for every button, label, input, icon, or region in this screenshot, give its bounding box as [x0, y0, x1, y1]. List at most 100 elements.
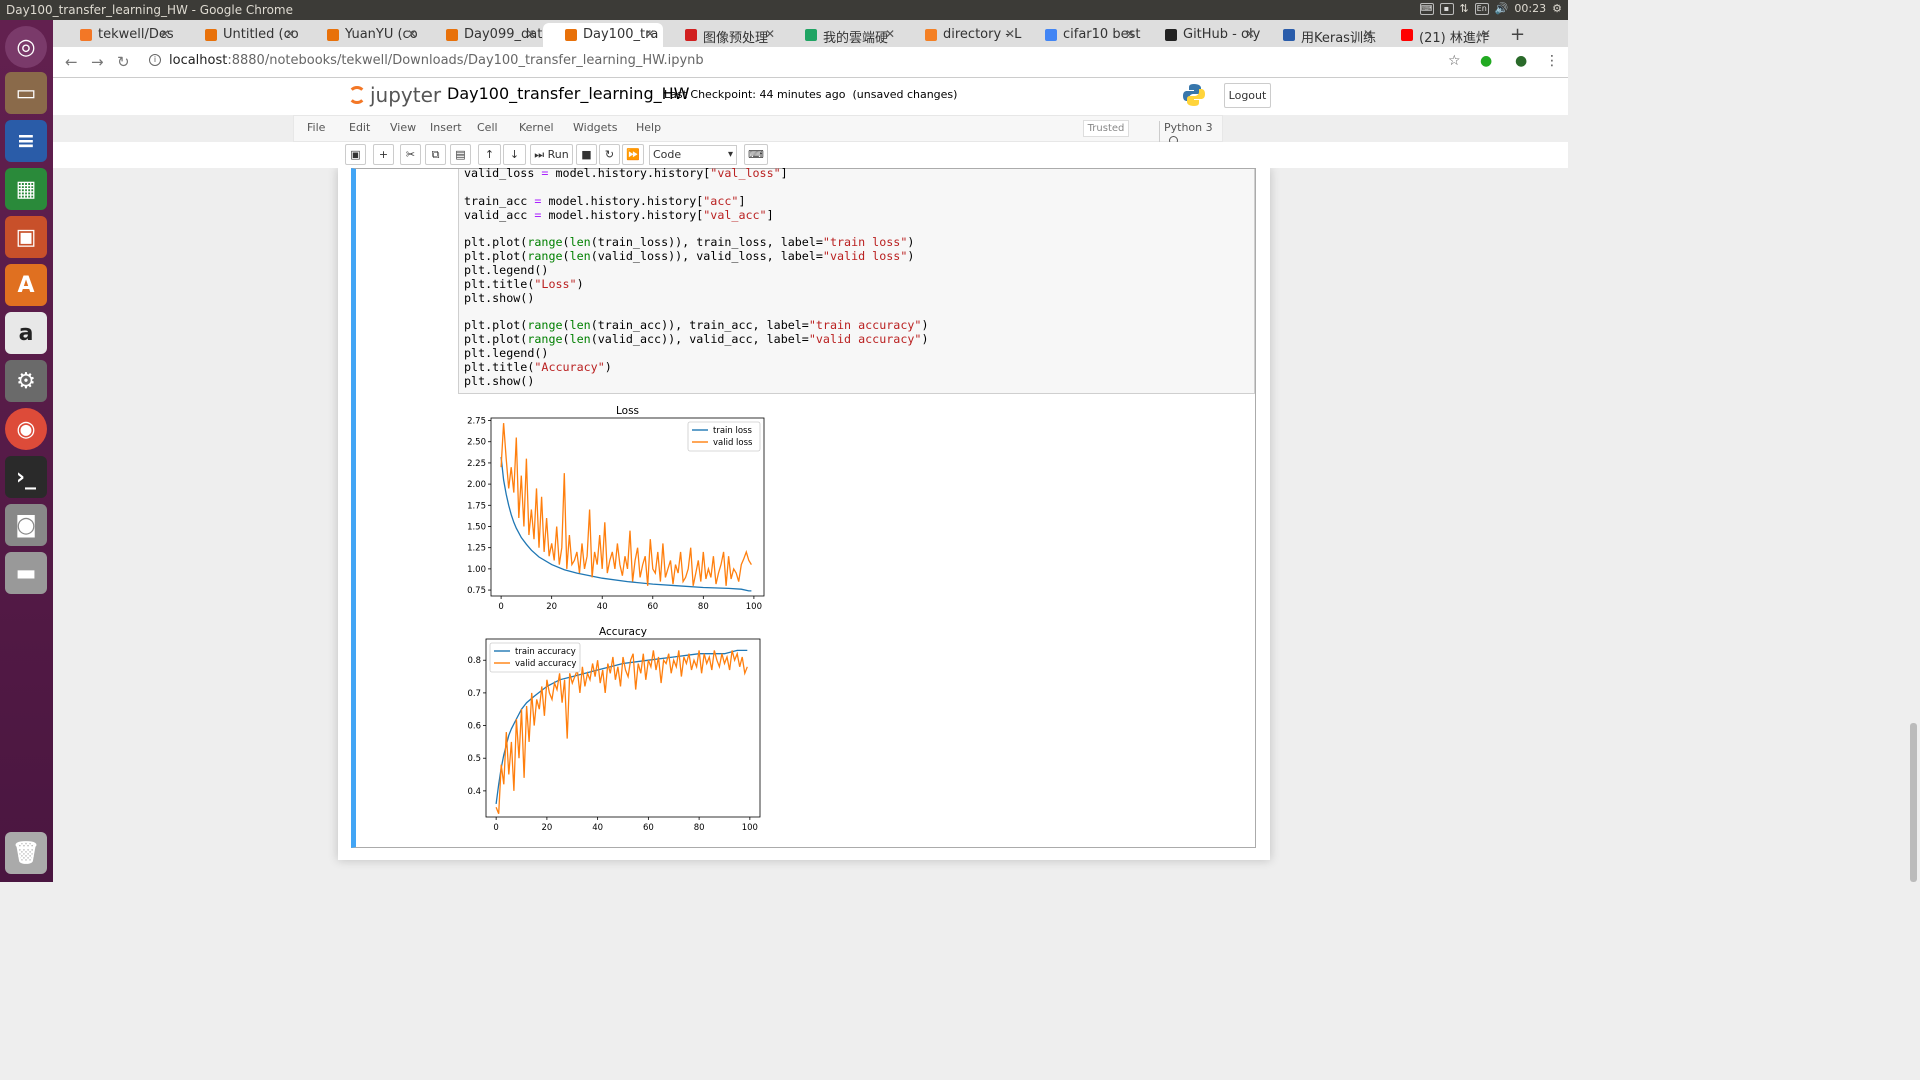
y-tick-label: 0.8 [467, 656, 481, 666]
tab-close-icon[interactable]: ✕ [159, 27, 170, 41]
code-line: plt.plot(range(len(valid_acc)), valid_ac… [464, 332, 929, 347]
clock[interactable]: 00:23 [1514, 2, 1547, 15]
jupyter-toolbar: ▣ + ✂ ⧉ ▤ ↑ ↓ ⏭ Run ■ ↻ ⏩ Code ⌨ [53, 142, 1568, 168]
new-tab-button[interactable]: + [1510, 24, 1526, 45]
tab-close-icon[interactable]: ✕ [406, 27, 417, 41]
tab-close-icon[interactable]: ✕ [1124, 27, 1135, 41]
code-line: train_acc = model.history.history["acc"] [464, 193, 746, 208]
chrome-icon[interactable]: ◉ [5, 408, 47, 450]
chrome-menu-icon[interactable]: ⋮ [1545, 53, 1559, 69]
url-text[interactable]: localhost:8880/notebooks/tekwell/Downloa… [169, 53, 704, 68]
menu-insert[interactable]: Insert [430, 121, 462, 134]
tab-9[interactable]: cifar10 best ✕ [1023, 23, 1143, 47]
writer-icon[interactable]: ≡ [5, 120, 47, 162]
y-tick-label: 0.7 [467, 689, 481, 699]
menu-file[interactable]: File [307, 121, 326, 134]
save-button[interactable]: ▣ [345, 144, 366, 165]
insert-cell-button[interactable]: + [373, 144, 394, 165]
tab-close-icon[interactable]: ✕ [1004, 27, 1015, 41]
ubuntu-dash-icon[interactable]: ◎ [5, 26, 47, 68]
operator: = [534, 207, 542, 222]
copy-button[interactable]: ⧉ [425, 144, 446, 165]
network-icon[interactable]: ⇅ [1459, 2, 1469, 15]
tab-1[interactable]: tekwell/Des ✕ [58, 23, 178, 47]
tab-2[interactable]: Untitled (co ✕ [183, 23, 303, 47]
back-icon[interactable]: ← [65, 53, 78, 71]
forward-icon[interactable]: → [91, 53, 104, 71]
trusted-indicator[interactable]: Trusted [1083, 120, 1129, 137]
code-text[interactable]: valid_loss = model.history.history["val_… [464, 168, 928, 389]
calc-icon[interactable]: ▦ [5, 168, 47, 210]
tab-close-icon[interactable]: ✕ [1244, 27, 1255, 41]
settings-gear-icon[interactable]: ⚙ [1552, 2, 1562, 15]
software-center-icon[interactable]: A [5, 264, 47, 306]
series-line-2 [500, 423, 752, 586]
page-scrollbar[interactable] [1907, 168, 1920, 882]
tab-12[interactable]: (21) 林進炸 ✕ [1379, 23, 1499, 47]
camera-icon[interactable]: ◙ [5, 504, 47, 546]
menu-cell[interactable]: Cell [477, 121, 498, 134]
reload-icon[interactable]: ↻ [117, 53, 130, 71]
tab-close-icon[interactable]: ✕ [884, 27, 895, 41]
move-up-button[interactable]: ↑ [478, 144, 501, 165]
files-icon[interactable]: ▭ [5, 72, 47, 114]
tab-close-icon[interactable]: ✕ [525, 27, 536, 41]
volume-icon[interactable]: 🔊 [1494, 2, 1509, 15]
scrollbar-thumb[interactable] [1910, 723, 1917, 882]
tab-7[interactable]: 我的雲端硬 ✕ [783, 23, 903, 47]
legend-label: valid accuracy [515, 659, 576, 669]
code-line: plt.legend() [464, 262, 549, 277]
restart-button[interactable]: ↻ [599, 144, 620, 165]
tab-10[interactable]: GitHub - oly ✕ [1143, 23, 1263, 47]
menu-view[interactable]: View [390, 121, 417, 134]
terminal-icon[interactable]: ›_ [5, 456, 47, 498]
x-tick-label: 100 [746, 602, 762, 612]
profile-avatar[interactable]: ● [1515, 53, 1528, 69]
tab-close-icon[interactable]: ✕ [644, 27, 655, 41]
tab-close-icon[interactable]: ✕ [284, 27, 295, 41]
cut-button[interactable]: ✂ [400, 144, 421, 165]
tab-11[interactable]: 用Keras训练 ✕ [1261, 23, 1381, 47]
tab-3[interactable]: YuanYU (co ✕ [305, 23, 425, 47]
jupyter-logo[interactable]: jupyter [348, 83, 441, 107]
tab-close-icon[interactable]: ✕ [1480, 27, 1491, 41]
tab-close-icon[interactable]: ✕ [1362, 27, 1373, 41]
colab-icon [205, 29, 217, 41]
code-line [464, 305, 928, 319]
x-tick-label: 60 [647, 602, 658, 612]
tab-5[interactable]: Day100_tra ✕ [543, 23, 663, 47]
string-literal: "val_loss" [710, 168, 781, 180]
cell-type-select[interactable]: Code [649, 145, 737, 165]
github-icon [1165, 29, 1177, 41]
notebook-name[interactable]: Day100_transfer_learning_HW [447, 84, 690, 103]
builtin: range [527, 318, 563, 333]
restart-run-all-button[interactable]: ⏩ [622, 144, 644, 165]
menu-kernel[interactable]: Kernel [519, 121, 554, 134]
interrupt-button[interactable]: ■ [576, 144, 597, 165]
keyboard-icon[interactable]: ⌨ [1419, 2, 1434, 15]
tab-6[interactable]: 图像预处理 ✕ [663, 23, 783, 47]
menu-help[interactable]: Help [636, 121, 662, 134]
run-button[interactable]: ⏭ Run [530, 144, 573, 165]
tab-4[interactable]: Day099_dat ✕ [424, 23, 544, 47]
move-down-button[interactable]: ↓ [503, 144, 526, 165]
trash-icon[interactable]: 🗑 [5, 832, 47, 874]
command-palette-button[interactable]: ⌨ [744, 144, 768, 165]
drive-icon[interactable]: ▬ [5, 552, 47, 594]
logout-button[interactable]: Logout [1224, 83, 1271, 108]
paste-button[interactable]: ▤ [450, 144, 471, 165]
flag-icon[interactable]: ▪ [1439, 2, 1454, 15]
amazon-icon[interactable]: a [5, 312, 47, 354]
code-editor[interactable]: valid_loss = model.history.history["val_… [458, 168, 1255, 394]
system-settings-icon[interactable]: ⚙ [5, 360, 47, 402]
code-cell[interactable]: valid_loss = model.history.history["val_… [351, 168, 1256, 848]
menu-edit[interactable]: Edit [349, 121, 371, 134]
site-info-icon[interactable]: i [149, 54, 161, 66]
extension-icon[interactable]: ● [1480, 53, 1493, 69]
tab-close-icon[interactable]: ✕ [764, 27, 775, 41]
menu-widgets[interactable]: Widgets [573, 121, 618, 134]
tab-8[interactable]: directory - L ✕ [903, 23, 1023, 47]
bookmark-star-icon[interactable]: ☆ [1448, 53, 1461, 69]
impress-icon[interactable]: ▣ [5, 216, 47, 258]
language-indicator[interactable]: En [1474, 2, 1489, 15]
